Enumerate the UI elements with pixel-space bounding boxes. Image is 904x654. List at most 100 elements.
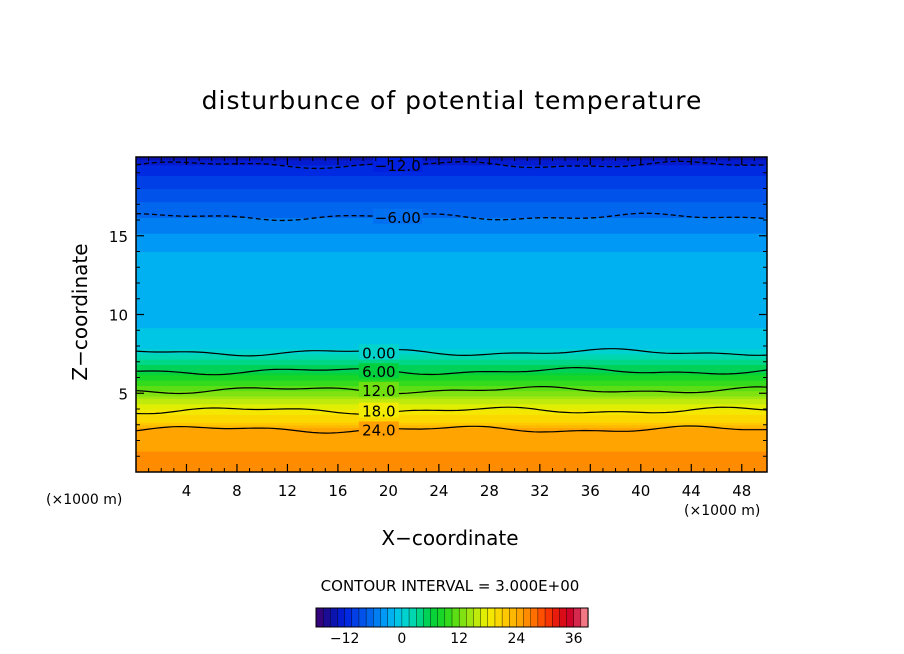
- field-band: [136, 348, 767, 352]
- field-band: [136, 335, 767, 339]
- colorbar-cell: [430, 607, 439, 628]
- colorbar-cell: [473, 607, 482, 628]
- field-band: [136, 432, 767, 436]
- field-band: [136, 164, 767, 169]
- field-band: [136, 430, 767, 434]
- field-band: [136, 390, 767, 394]
- colorbar-cell: [530, 607, 539, 628]
- x-tick-label: 24: [429, 482, 448, 500]
- field-band: [136, 322, 767, 326]
- field-band: [136, 398, 767, 402]
- colorbar-cell: [365, 607, 374, 628]
- field-band: [136, 385, 767, 389]
- field-band: [136, 277, 767, 281]
- contour-label-bg: [373, 208, 423, 224]
- field-band: [136, 414, 767, 418]
- colorbar-cell: [523, 607, 532, 628]
- field-band: [136, 225, 767, 229]
- colorbar-cell: [380, 607, 389, 628]
- colorbar-frame: [315, 607, 589, 628]
- field-band: [136, 435, 767, 439]
- contour-label-bg: [358, 421, 399, 437]
- contour-line: [136, 406, 767, 415]
- colorbar-tick-label: 0: [397, 631, 406, 647]
- colorbar-cell: [480, 607, 489, 628]
- x-unit-right: (×1000 m): [684, 503, 761, 519]
- contour-interval-text: CONTOUR INTERVAL = 3.000E+00: [320, 577, 580, 595]
- field-band: [136, 464, 767, 468]
- field-band: [136, 356, 767, 360]
- field-band: [136, 170, 767, 174]
- field-band: [136, 448, 767, 452]
- field-band: [136, 416, 767, 421]
- colorbar-tick-label: 12: [450, 631, 468, 647]
- field-band: [136, 343, 767, 347]
- field-band: [136, 290, 767, 295]
- field-band: [136, 427, 767, 431]
- field-band: [136, 178, 767, 182]
- colorbar-cell: [573, 607, 582, 628]
- field-band: [136, 212, 767, 216]
- contour-label: 18.0: [362, 403, 395, 421]
- field-band: [136, 419, 767, 423]
- field-band: [136, 238, 767, 242]
- colorbar-cell: [351, 607, 360, 628]
- colorbar-cell: [373, 607, 382, 628]
- colorbar-tick-label: 24: [508, 631, 526, 647]
- field-band: [136, 443, 767, 447]
- colorbar-cell: [344, 607, 353, 628]
- field-band: [136, 217, 767, 221]
- field-band: [136, 256, 767, 260]
- field-band: [136, 201, 767, 205]
- colorbar: −12 0 12 24 36: [315, 607, 589, 647]
- colorbar-cell: [458, 607, 467, 628]
- contour-line: [136, 386, 767, 395]
- colorbar-cell: [322, 607, 331, 628]
- colorbar-cell: [423, 607, 432, 628]
- field-band: [136, 382, 767, 386]
- colorbar-cell: [416, 607, 424, 628]
- field-band: [136, 243, 767, 247]
- field-band: [136, 293, 767, 297]
- field-band: [136, 422, 767, 426]
- colorbar-cell: [451, 607, 460, 628]
- x-tick-label: 4: [182, 482, 192, 500]
- field-band: [136, 301, 767, 305]
- contour-label: −6.00: [375, 209, 421, 227]
- y-tick-label: 5: [118, 385, 128, 403]
- colorbar-cell: [437, 607, 446, 628]
- x-tick-label: 36: [581, 482, 600, 500]
- field-band: [136, 456, 767, 460]
- contour-label: 0.00: [362, 344, 395, 362]
- colorbar-cell: [580, 607, 589, 628]
- y-tick-label: 10: [109, 307, 128, 325]
- x-axis-label: X−coordinate: [381, 526, 519, 550]
- field-band: [136, 251, 767, 255]
- field-band: [136, 298, 767, 302]
- contour-label-bg: [373, 156, 423, 172]
- field-band: [136, 285, 767, 289]
- contour-label-bg: [358, 402, 399, 418]
- x-tick-label: 40: [631, 482, 650, 500]
- x-tick-label: 8: [232, 482, 242, 500]
- field-band: [136, 180, 767, 184]
- contour-label: 24.0: [362, 421, 395, 439]
- field-band: [136, 369, 767, 373]
- colorbar-cell: [501, 607, 510, 628]
- colorbar-cell: [509, 607, 518, 628]
- field-band: [136, 325, 767, 329]
- field-band: [136, 280, 767, 284]
- field-band: [136, 411, 767, 415]
- field-band: [136, 377, 767, 381]
- field-bands: [136, 157, 767, 472]
- field-band: [136, 311, 767, 316]
- field-band: [136, 340, 767, 344]
- x-tick-label: 28: [480, 482, 499, 500]
- field-band: [136, 185, 767, 190]
- field-band: [136, 162, 767, 166]
- field-band: [136, 296, 767, 300]
- contour-line: [136, 425, 767, 434]
- field-band: [136, 193, 767, 197]
